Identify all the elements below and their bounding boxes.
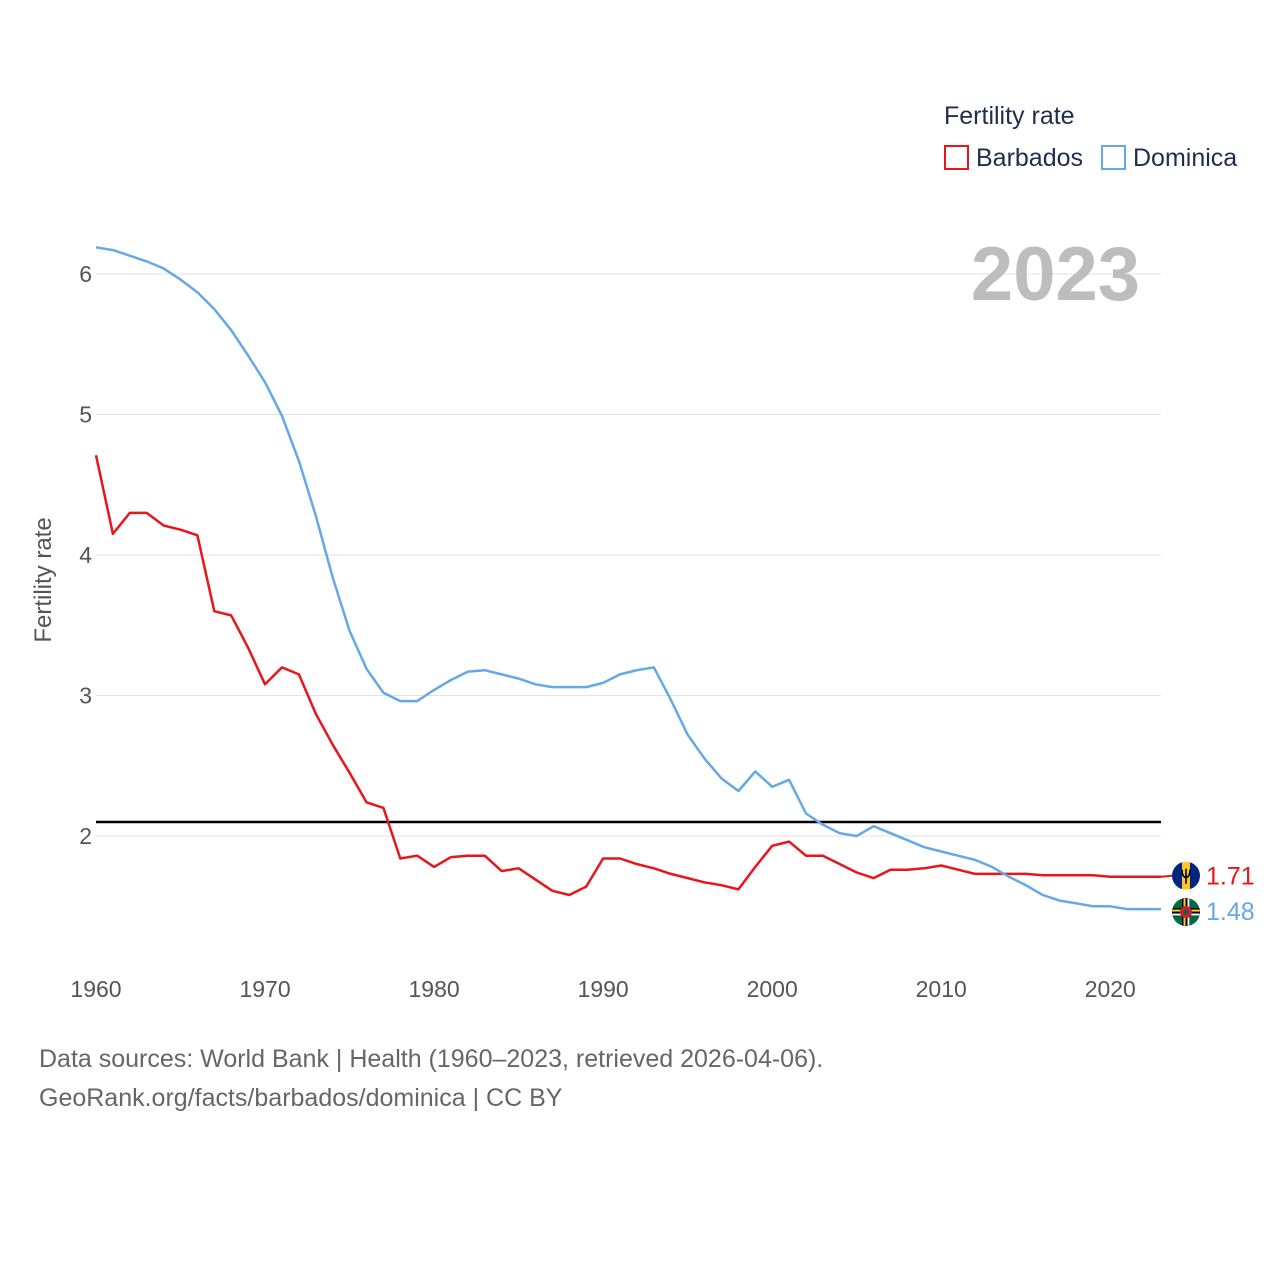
y-tick-2: 2: [79, 823, 92, 849]
y-tick-4: 4: [79, 542, 92, 568]
dominica-flag-icon: [1172, 898, 1200, 927]
x-tick-2010: 2010: [916, 976, 967, 1002]
legend-title: Fertility rate: [944, 102, 1075, 130]
series-line-dominica: [95, 246, 1161, 911]
y-tick-3: 3: [79, 683, 92, 709]
x-tick-1990: 1990: [578, 976, 629, 1002]
grid-lines: [96, 273, 1161, 837]
legend-swatch-dominica: [1101, 145, 1126, 170]
x-tick-2000: 2000: [747, 976, 798, 1002]
x-axis-ticks: 1960 1970 1980 1990 2000 2010 2020: [70, 976, 1135, 1002]
series-line-barbados: [94, 454, 1161, 897]
end-connector-barbados: [1160, 874, 1173, 878]
y-tick-5: 5: [79, 402, 92, 428]
series-lines: [94, 246, 1173, 911]
barbados-flag-icon: [1172, 861, 1200, 890]
x-tick-1970: 1970: [239, 976, 290, 1002]
legend-label-barbados: Barbados: [976, 144, 1083, 172]
legend: Fertility rate Barbados Dominica: [944, 102, 1237, 172]
year-label: 2023: [971, 232, 1140, 317]
y-tick-6: 6: [79, 261, 92, 287]
end-label-barbados: 1.71: [1206, 863, 1255, 891]
x-tick-2020: 2020: [1085, 976, 1136, 1002]
y-axis-label: Fertility rate: [30, 517, 57, 642]
x-tick-1980: 1980: [409, 976, 460, 1002]
y-axis-ticks: 2 3 4 5 6: [79, 261, 92, 849]
legend-swatch-barbados: [944, 145, 969, 170]
end-label-dominica: 1.48: [1206, 898, 1255, 926]
footer-link: GeoRank.org/facts/barbados/dominica | CC…: [39, 1084, 563, 1112]
footer-sources: Data sources: World Bank | Health (1960–…: [39, 1045, 824, 1073]
legend-label-dominica: Dominica: [1133, 144, 1237, 172]
fertility-chart: 2 3 4 5 6 1960 1970 1980 1990 2000 2010 2020 Ferti…: [30, 102, 1255, 1002]
x-tick-1960: 1960: [70, 976, 121, 1002]
